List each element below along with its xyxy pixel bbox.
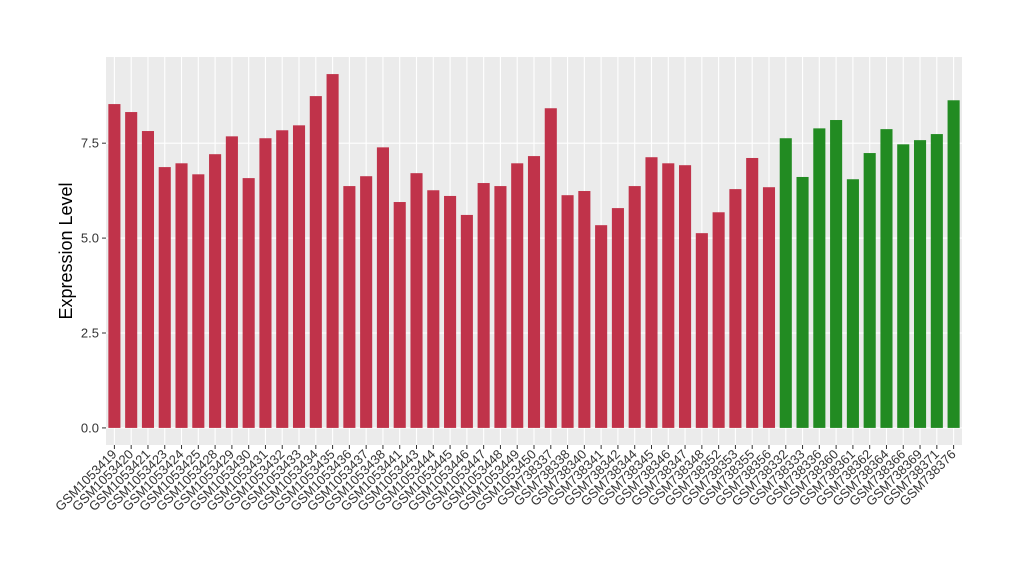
y-tick-label: 5.0 <box>81 231 99 246</box>
bar <box>326 74 339 428</box>
bar <box>444 195 457 428</box>
bar <box>376 147 389 428</box>
bar <box>158 167 171 428</box>
bar <box>913 140 927 428</box>
bar <box>360 176 373 428</box>
y-tick-label: 7.5 <box>81 136 99 151</box>
bar <box>108 104 121 428</box>
bar <box>863 153 876 428</box>
y-tick-label: 2.5 <box>81 326 99 341</box>
bar <box>897 144 910 428</box>
bar <box>595 225 608 428</box>
bar <box>930 134 943 428</box>
bar <box>746 157 759 428</box>
bar <box>343 186 356 428</box>
bar <box>175 163 188 428</box>
bar <box>796 176 809 428</box>
bar <box>813 128 826 428</box>
bar <box>611 208 624 428</box>
bar <box>511 163 524 428</box>
bar <box>544 108 557 428</box>
bar <box>830 120 843 428</box>
bar <box>880 129 893 428</box>
bar <box>427 190 440 428</box>
bar <box>779 138 792 428</box>
y-tick-label: 0.0 <box>81 420 99 435</box>
bar <box>460 214 473 428</box>
bar <box>477 183 490 428</box>
bar <box>762 187 776 428</box>
bar <box>527 156 541 428</box>
bar <box>662 163 675 428</box>
bar <box>309 96 322 428</box>
bar <box>561 195 574 428</box>
bar <box>494 186 507 428</box>
bar <box>225 136 238 428</box>
bar <box>846 179 859 428</box>
bar <box>712 212 725 428</box>
bar <box>276 130 289 428</box>
bar <box>628 186 641 428</box>
bar <box>259 138 272 428</box>
bar <box>393 202 406 428</box>
y-axis-label: Expression Level <box>56 182 76 319</box>
bar <box>679 165 692 428</box>
bar <box>695 233 708 428</box>
bar <box>141 131 155 428</box>
bar <box>209 154 222 428</box>
bar <box>578 191 591 428</box>
bar <box>192 174 205 428</box>
bar <box>242 178 255 428</box>
bar <box>125 112 138 428</box>
bar <box>645 157 658 428</box>
bar <box>410 173 423 428</box>
bar <box>947 100 960 428</box>
bar <box>292 125 306 428</box>
bar <box>729 189 742 428</box>
